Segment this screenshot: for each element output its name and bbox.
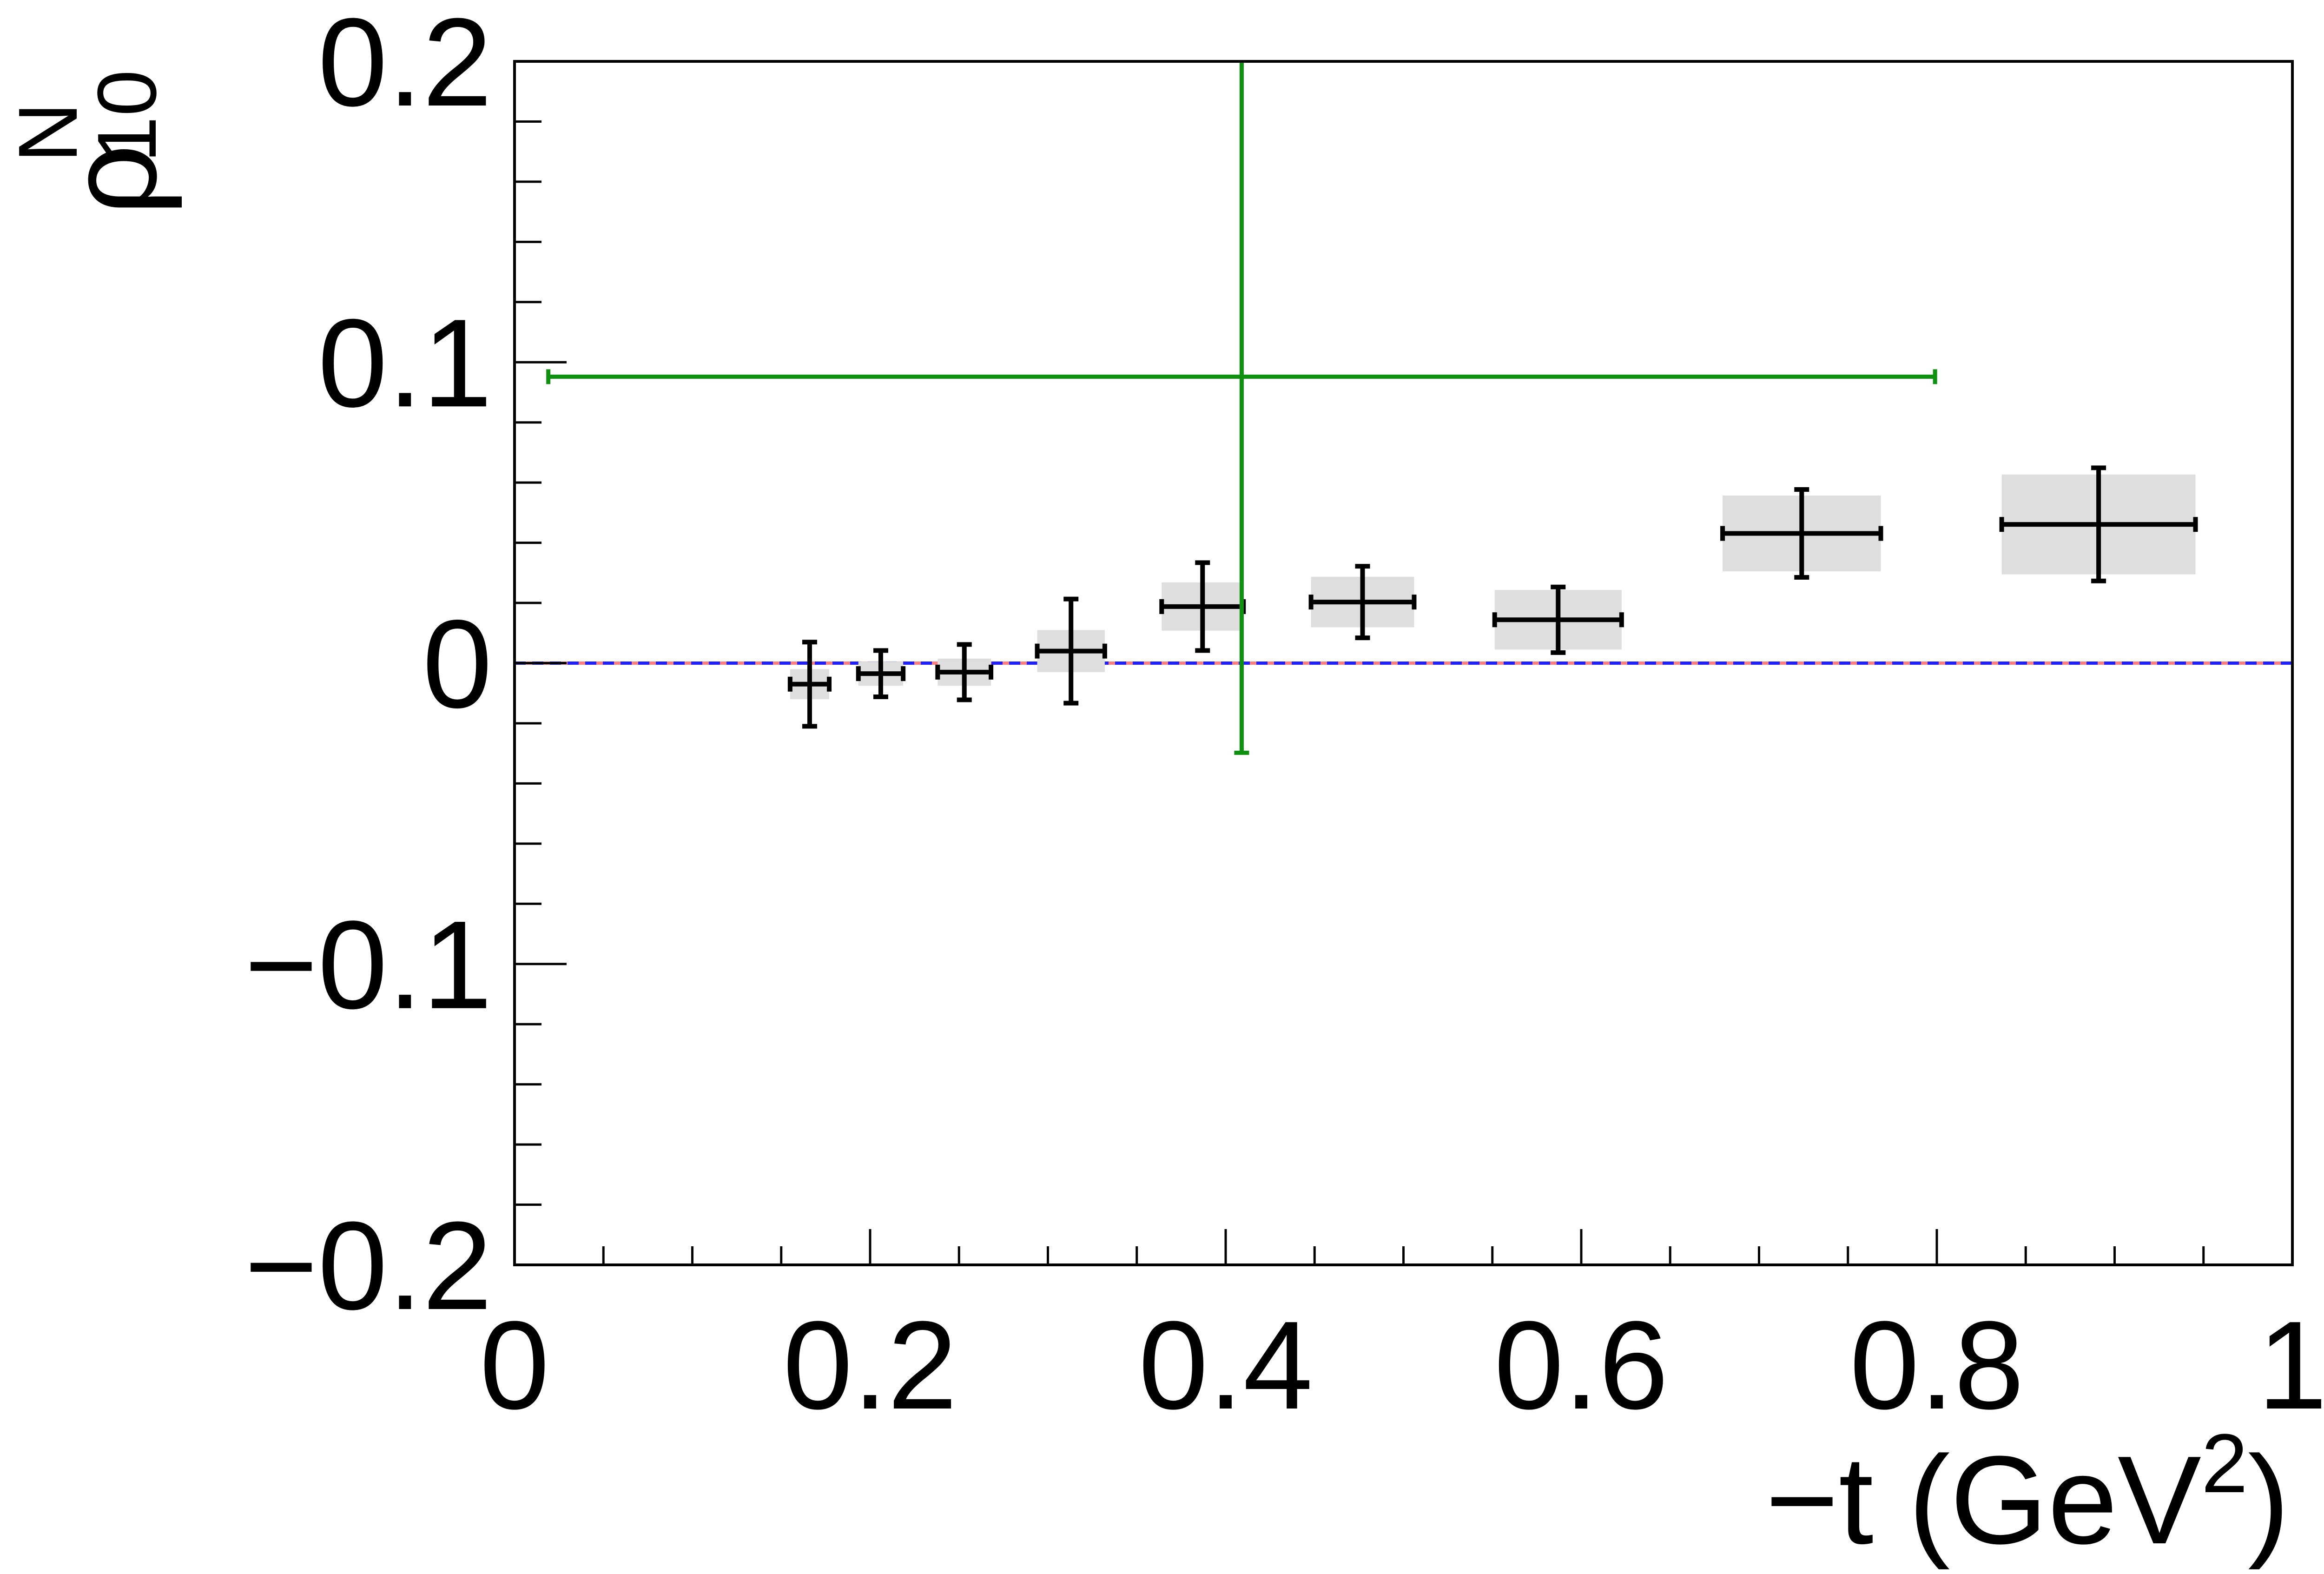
y-label-symbol: ρ [43,144,183,216]
x-label-end: ) [2248,1430,2290,1571]
y-tick-label: −0.1 [244,895,492,1035]
y-tick-label: 0 [423,595,492,734]
x-tick-label: 1 [2258,1296,2324,1435]
error-bar [1159,560,1246,653]
error-bar [787,640,832,729]
error-bar [935,642,994,702]
x-label-sup: 2 [2201,1417,2248,1510]
error-bar [1492,584,1624,655]
plot-area [515,61,2292,755]
x-tick-label: 0.4 [1138,1296,1313,1435]
error-bar [856,648,906,699]
y-axis-label: ρ10N [1,70,183,216]
y-label-sup: N [1,102,95,163]
x-tick-label: 0.8 [1849,1296,2024,1435]
x-axis-label: −t (GeV2) [1765,1417,2290,1571]
x-label-text: −t (GeV [1765,1430,2202,1571]
y-tick-label: 0.1 [318,293,492,433]
error-bar [1308,564,1417,641]
y-tick-label: −0.2 [244,1196,492,1336]
x-tick-label: 0 [480,1296,549,1435]
error-bar [546,61,1937,755]
x-tick-label: 0.6 [1494,1296,1668,1435]
x-tick-label: 0.2 [783,1296,957,1435]
y-label-sub: 10 [80,70,174,163]
y-tick-label: 0.2 [318,0,492,132]
error-bar [1999,465,2198,583]
error-bar [1035,596,1107,706]
error-bar [1720,487,1883,580]
